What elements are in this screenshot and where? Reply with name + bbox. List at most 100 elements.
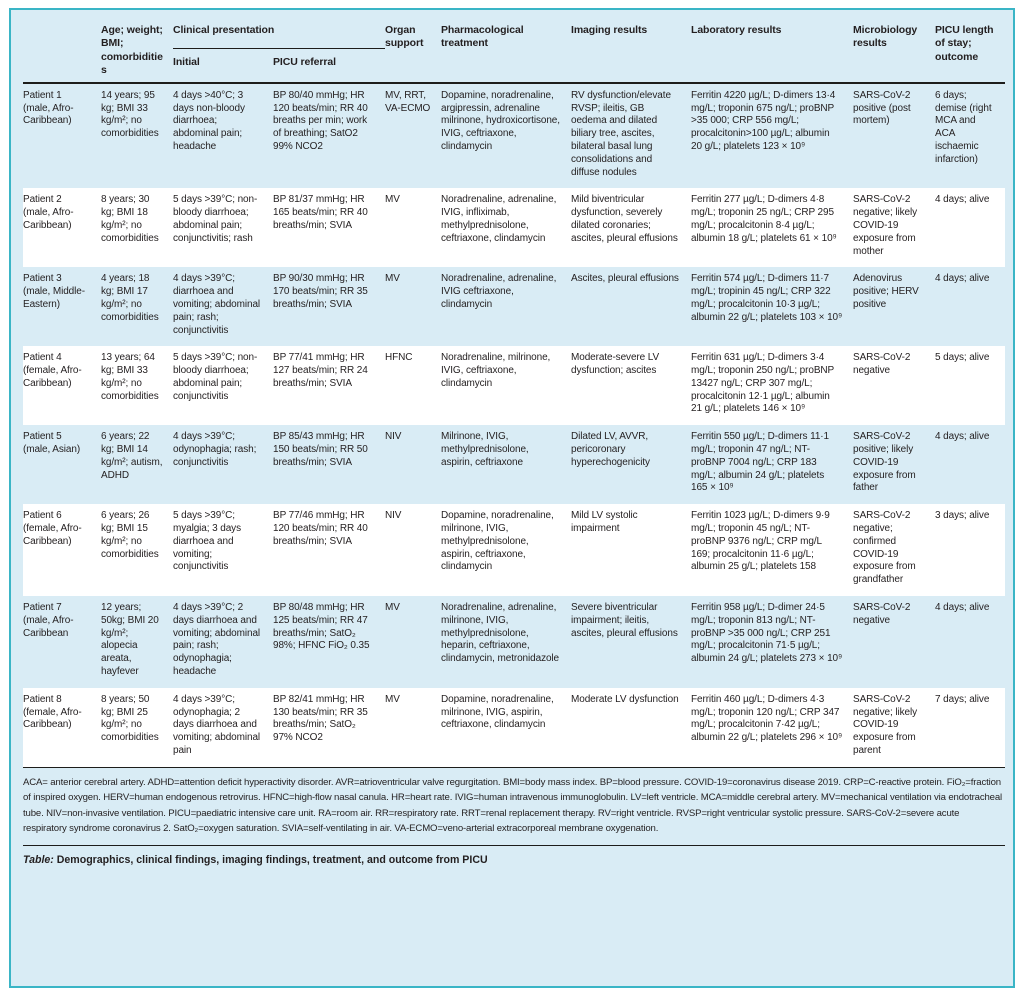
patient-row: Patient 4 (female, Afro-Caribbean) 13 yea… (23, 346, 1005, 426)
cell-laboratory: Ferritin 277 µg/L; D-dimers 4·8 mg/L; tr… (691, 194, 837, 244)
cell-patient: Patient 1 (male, Afro-Caribbean) (23, 89, 74, 127)
cell-pharmacological: Dopamine, noradrenaline, argipressin, ad… (441, 89, 560, 152)
cell-imaging: Severe biventricular impairment; ileitis… (571, 602, 678, 639)
cell-laboratory: Ferritin 631 µg/L; D-dimers 3·4 mg/L; tr… (691, 352, 834, 415)
cell-imaging: Ascites, pleural effusions (571, 273, 679, 285)
cell-microbiology: SARS-CoV-2 negative (853, 352, 911, 377)
cell-patient: Patient 2 (male, Afro-Caribbean) (23, 194, 74, 231)
cell-picu-referral: BP 82/41 mmHg; HR 130 beats/min; RR 35 b… (273, 693, 368, 744)
cell-microbiology: SARS-CoV-2 negative (853, 602, 911, 626)
patients-table-body: Patient 1 (male, Afro-Caribbean) 14 years… (23, 82, 1005, 767)
cell-pharmacological: Noradrenaline, adrenaline, IVIG, inflixi… (441, 194, 557, 244)
cell-imaging: RV dysfunction/elevate RVSP; ileitis, GB… (571, 89, 671, 178)
cell-microbiology: SARS-CoV-2 negative; confirmed COVID-19 … (853, 510, 916, 586)
table-frame: Age; weight; BMI; comorbidities Clinical… (9, 8, 1015, 988)
cell-laboratory: Ferritin 958 µg/L; D-dimer 24·5 mg/L; tr… (691, 602, 843, 665)
cell-pharmacological: Noradrenaline, adrenaline, milrinone, IV… (441, 602, 560, 665)
cell-microbiology: SARS-CoV-2 negative; likely COVID-19 exp… (853, 194, 917, 257)
cell-age: 8 years; 30 kg; BMI 18 kg/m²; no comorbi… (101, 194, 159, 244)
cell-initial: 4 days >39°C; 2 days diarrhoea and vomit… (173, 602, 261, 678)
cell-patient: Patient 5 (male, Asian) (23, 431, 81, 456)
column-header-pharmacological: Pharmacological treatment (441, 24, 524, 50)
cell-pharmacological: Noradrenaline, adrenaline, IVIG ceftriax… (441, 273, 557, 310)
cell-initial: 4 days >39°C; diarrhoea and vomiting; ab… (173, 273, 261, 336)
cell-organ-support: MV (385, 194, 400, 206)
cell-outcome: 4 days; alive (935, 194, 990, 206)
column-header-clinical-presentation: Clinical presentation (173, 16, 385, 49)
cell-picu-referral: BP 90/30 mmHg; HR 170 beats/min; RR 35 b… (273, 273, 368, 310)
table-footnote: ACA= anterior cerebral artery. ADHD=atte… (23, 766, 1005, 845)
cell-age: 6 years; 26 kg; BMI 15 kg/m²; no comorbi… (101, 510, 159, 560)
cell-organ-support: MV (385, 602, 400, 614)
cell-pharmacological: Dopamine, noradrenaline, milrinone, IVIG… (441, 693, 554, 731)
cell-organ-support: NIV (385, 431, 402, 443)
cell-microbiology: SARS-CoV-2 positive; likely COVID-19 exp… (853, 431, 916, 494)
cell-laboratory: Ferritin 4220 µg/L; D-dimers 13·4 mg/L; … (691, 89, 836, 152)
cell-patient: Patient 3 (male, Middle-Eastern) (23, 273, 85, 310)
cell-initial: 5 days >39°C; non-bloody diarrhoea; abdo… (173, 352, 258, 402)
cell-pharmacological: Noradrenaline, milrinone, IVIG, ceftriax… (441, 352, 551, 389)
cell-imaging: Moderate LV dysfunction (571, 693, 679, 705)
patient-row: Patient 6 (female, Afro-Caribbean) 6 year… (23, 504, 1005, 597)
table-caption: Table: Demographics, clinical findings, … (23, 844, 1005, 876)
cell-age: 6 years; 22 kg; BMI 14 kg/m²; autism, AD… (101, 431, 163, 481)
cell-organ-support: MV (385, 693, 400, 705)
cell-initial: 4 days >40°C; 3 days non-bloody diarrhoe… (173, 89, 245, 152)
cell-patient: Patient 4 (female, Afro-Caribbean) (23, 352, 82, 389)
cell-age: 14 years; 95 kg; BMI 33 kg/m²; no comorb… (101, 89, 159, 140)
cell-organ-support: MV, RRT, VA-ECMO (385, 89, 431, 114)
cell-age: 13 years; 64 kg; BMI 33 kg/m²; no comorb… (101, 352, 159, 402)
column-header-organ-support: Organ support (385, 24, 424, 50)
cell-picu-referral: BP 80/48 mmHg; HR 125 beats/min; RR 47 b… (273, 602, 370, 652)
cell-age: 8 years; 50 kg; BMI 25 kg/m²; no comorbi… (101, 693, 159, 744)
cell-organ-support: MV (385, 273, 400, 285)
cell-microbiology: SARS-CoV-2 negative; likely COVID-19 exp… (853, 693, 917, 757)
cell-age: 4 years; 18 kg; BMI 17 kg/m²; no comorbi… (101, 273, 159, 323)
cell-outcome: 6 days; demise (right MCA and ACA ischae… (935, 89, 992, 165)
cell-laboratory: Ferritin 460 µg/L; D-dimers 4·3 mg/L; tr… (691, 693, 843, 744)
cell-outcome: 3 days; alive (935, 510, 990, 522)
cell-imaging: Moderate-severe LV dysfunction; ascites (571, 352, 660, 377)
cell-organ-support: NIV (385, 510, 402, 522)
column-header-microbiology: Microbiology results (853, 24, 918, 50)
cell-microbiology: SARS-CoV-2 positive (post mortem) (853, 89, 911, 127)
cell-pharmacological: Milrinone, IVIG, methylprednisolone, asp… (441, 431, 529, 468)
cell-pharmacological: Dopamine, noradrenaline, milrinone, IVIG… (441, 510, 554, 573)
cell-outcome: 4 days; alive (935, 431, 990, 443)
table-caption-label: Table: (23, 853, 54, 866)
cell-laboratory: Ferritin 574 µg/L; D-dimers 11·7 mg/L; t… (691, 273, 843, 323)
table-caption-text: Demographics, clinical findings, imaging… (53, 853, 488, 866)
cell-initial: 5 days >39°C; non-bloody diarrhoea; abdo… (173, 194, 258, 244)
column-header-patient (23, 16, 101, 83)
cell-patient: Patient 6 (female, Afro-Caribbean) (23, 510, 82, 547)
cell-laboratory: Ferritin 550 µg/L; D-dimers 11·1 mg/L; t… (691, 431, 829, 494)
column-header-outcome: PICU length of stay; outcome (935, 24, 994, 63)
cell-initial: 4 days >39°C; odynophagia; rash; conjunc… (173, 431, 257, 468)
column-header-laboratory: Laboratory results (691, 24, 782, 36)
column-header-imaging: Imaging results (571, 24, 648, 36)
column-header-age: Age; weight; BMI; comorbidities (101, 24, 163, 77)
cell-picu-referral: BP 77/46 mmHg; HR 120 beats/min; RR 40 b… (273, 510, 368, 547)
cell-imaging: Dilated LV, AVVR, pericoronary hyperecho… (571, 431, 650, 468)
cell-patient: Patient 8 (female, Afro-Caribbean) (23, 693, 82, 731)
cell-age: 12 years; 50kg; BMI 20 kg/m²; alopecia a… (101, 602, 159, 678)
cell-outcome: 4 days; alive (935, 273, 990, 285)
patient-row: Patient 5 (male, Asian) 6 years; 22 kg; B… (23, 425, 1005, 505)
column-subheader-initial: Initial (173, 55, 200, 68)
patient-row: Patient 8 (female, Afro-Caribbean) 8 year… (23, 687, 1005, 767)
cell-organ-support: HFNC (385, 352, 413, 364)
cell-picu-referral: BP 77/41 mmHg; HR 127 beats/min; RR 24 b… (273, 352, 368, 389)
patient-row: Patient 3 (male, Middle-Eastern) 4 years;… (23, 267, 1005, 347)
cell-initial: 5 days >39°C; myalgia; 3 days diarrhoea … (173, 510, 241, 573)
cell-microbiology: Adenovirus positive; HERV positive (853, 273, 919, 310)
cell-outcome: 4 days; alive (935, 602, 990, 614)
cell-picu-referral: BP 80/40 mmHg; HR 120 beats/min; RR 40 b… (273, 89, 368, 152)
cell-picu-referral: BP 85/43 mmHg; HR 150 beats/min; RR 50 b… (273, 431, 368, 468)
cell-picu-referral: BP 81/37 mmHg; HR 165 beats/min; RR 40 b… (273, 194, 368, 231)
patients-table: Age; weight; BMI; comorbidities Clinical… (23, 16, 1005, 767)
patient-row: Patient 7 (male, Afro-Caribbean 12 years;… (23, 596, 1005, 688)
column-subheader-picu-referral: PICU referral (273, 55, 336, 68)
cell-laboratory: Ferritin 1023 µg/L; D-dimers 9·9 mg/L; t… (691, 510, 830, 573)
cell-patient: Patient 7 (male, Afro-Caribbean (23, 602, 74, 639)
cell-outcome: 5 days; alive (935, 352, 990, 364)
